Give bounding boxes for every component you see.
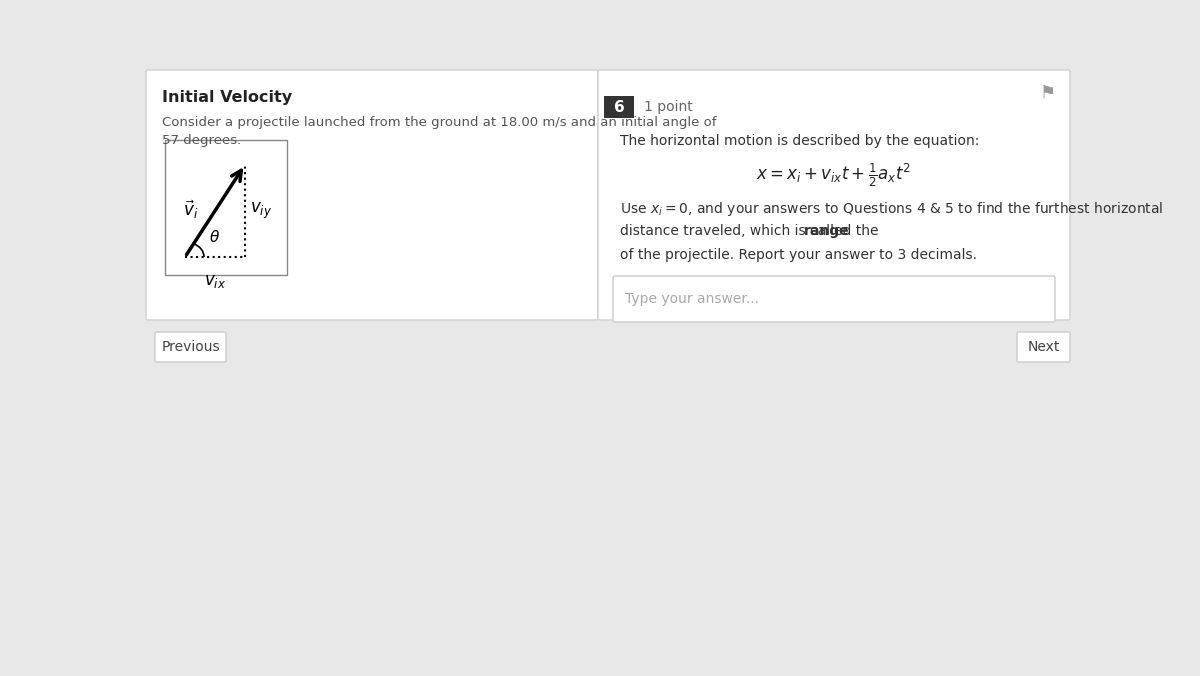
Text: Consider a projectile launched from the ground at 18.00 m/s and an initial angle: Consider a projectile launched from the … — [162, 116, 716, 147]
Text: $\theta$: $\theta$ — [209, 229, 220, 245]
Text: $v_{iy}$: $v_{iy}$ — [250, 201, 272, 221]
Text: 1 point: 1 point — [644, 100, 692, 114]
Text: ⚑: ⚑ — [1040, 84, 1056, 102]
Text: Initial Velocity: Initial Velocity — [162, 90, 292, 105]
Text: 6: 6 — [613, 99, 624, 114]
FancyBboxPatch shape — [1018, 332, 1070, 362]
Text: Use $x_i = 0$, and your answers to Questions 4 & 5 to find the furthest horizont: Use $x_i = 0$, and your answers to Quest… — [620, 200, 1163, 218]
FancyBboxPatch shape — [146, 70, 598, 320]
Text: $v_{ix}$: $v_{ix}$ — [204, 273, 226, 290]
Text: of the projectile. Report your answer to 3 decimals.: of the projectile. Report your answer to… — [620, 248, 977, 262]
Bar — [604, 96, 634, 118]
FancyBboxPatch shape — [613, 276, 1055, 322]
Text: distance traveled, which is called the: distance traveled, which is called the — [620, 224, 883, 238]
Text: $\vec{v}_i$: $\vec{v}_i$ — [182, 198, 198, 220]
Text: range: range — [804, 224, 850, 238]
Text: The horizontal motion is described by the equation:: The horizontal motion is described by th… — [620, 134, 979, 148]
Bar — [166, 140, 287, 275]
FancyBboxPatch shape — [598, 70, 1070, 320]
Text: Type your answer...: Type your answer... — [625, 292, 760, 306]
Text: Next: Next — [1027, 340, 1060, 354]
Text: $x = x_i + v_{ix}t + \frac{1}{2}a_x t^2$: $x = x_i + v_{ix}t + \frac{1}{2}a_x t^2$ — [756, 162, 912, 189]
Text: Previous: Previous — [161, 340, 220, 354]
FancyBboxPatch shape — [155, 332, 226, 362]
